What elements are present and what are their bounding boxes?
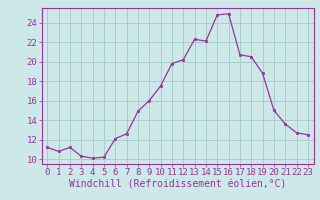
- X-axis label: Windchill (Refroidissement éolien,°C): Windchill (Refroidissement éolien,°C): [69, 180, 286, 190]
